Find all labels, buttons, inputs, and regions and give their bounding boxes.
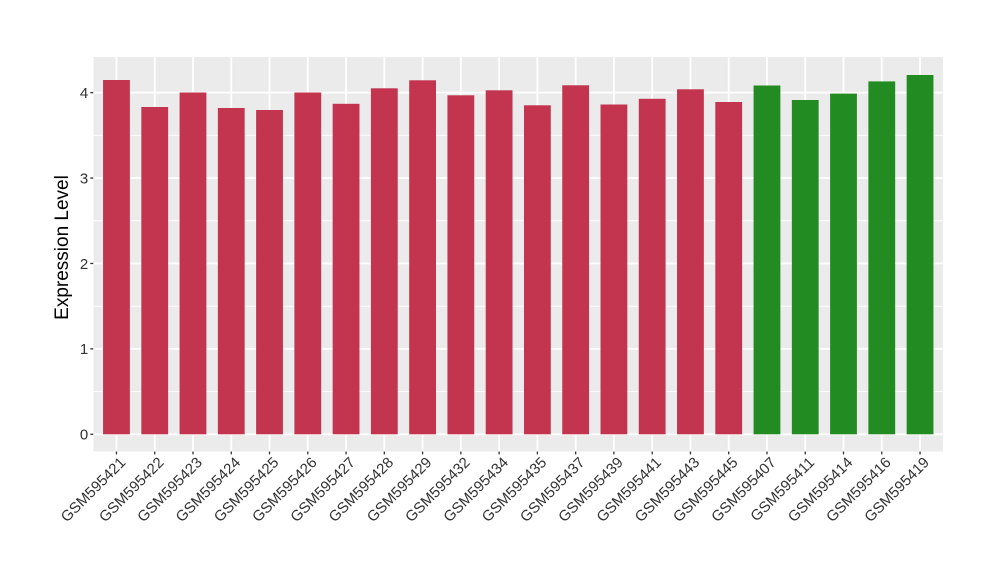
svg-text:3: 3 (80, 170, 88, 187)
svg-text:Expression Level: Expression Level (52, 175, 73, 320)
svg-text:2: 2 (80, 256, 88, 273)
svg-text:4: 4 (80, 85, 88, 102)
svg-text:0: 0 (80, 427, 88, 444)
svg-text:1: 1 (80, 341, 88, 358)
